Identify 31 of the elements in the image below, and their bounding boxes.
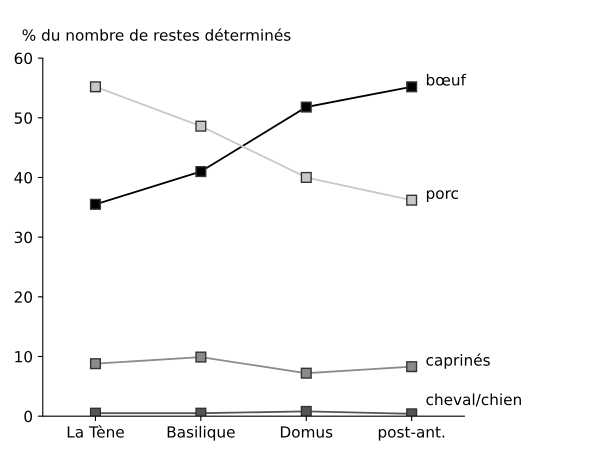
- point: [90, 408, 102, 416]
- point: [195, 166, 206, 178]
- point: [195, 120, 206, 132]
- y-tick-label: 0: [24, 410, 32, 422]
- point: [300, 172, 312, 184]
- x-tick-label: post-ant.: [378, 426, 444, 441]
- x-tick-label: La Tène: [68, 425, 124, 438]
- point: [406, 81, 418, 92]
- y-tick-label: 30: [14, 232, 32, 244]
- point: [300, 102, 312, 113]
- y-tick-label: 40: [14, 172, 32, 184]
- point: [300, 368, 312, 379]
- point: [300, 406, 312, 416]
- y-tick-label: 50: [14, 112, 32, 124]
- x-tick-label: Domus: [280, 426, 332, 438]
- series-label: cheval/chien: [426, 393, 521, 406]
- point: [195, 408, 206, 416]
- x-tick-label: Basilique: [168, 426, 235, 441]
- series-label: caprinés: [426, 353, 490, 369]
- y-tick-label: 60: [14, 52, 32, 64]
- y-tick-label: 20: [14, 291, 32, 303]
- point: [406, 361, 418, 372]
- series-label: porc: [426, 190, 458, 202]
- point: [195, 352, 206, 363]
- point: [90, 81, 102, 92]
- point: [90, 358, 102, 370]
- point: [90, 198, 102, 210]
- series-label: bœuf: [426, 74, 466, 86]
- point: [406, 194, 418, 206]
- y-axis-title: % du nombre de restes déterminés: [22, 28, 290, 41]
- y-tick-label: 10: [15, 350, 32, 363]
